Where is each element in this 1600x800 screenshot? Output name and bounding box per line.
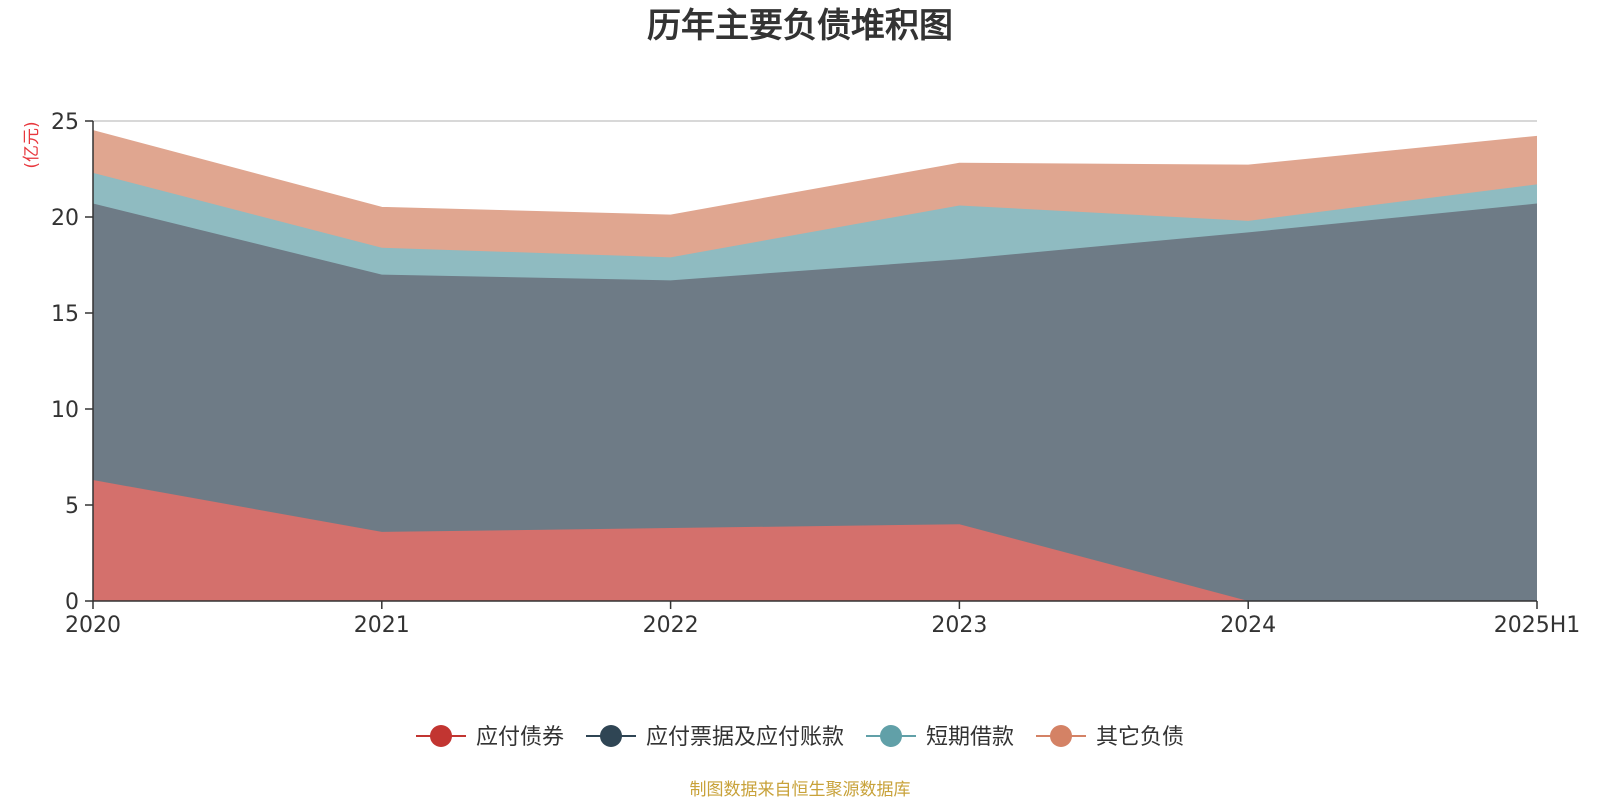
data-source-note: 制图数据来自恒生聚源数据库 [690,780,911,800]
legend-circle-marker [430,725,452,747]
legend-item-0[interactable]: 应付债券 [416,725,564,750]
area-series-edge-3 [92,130,1538,216]
x-tick-label-2020: 2020 [65,613,121,638]
x-tick-label-2022: 2022 [643,613,699,638]
x-tick-label-2021: 2021 [354,613,410,638]
legend-item-2[interactable]: 短期借款 [866,725,1014,750]
area-series-2 [93,172,1537,281]
area-series-3 [93,130,1537,258]
y-tick-label-20: 20 [51,206,79,231]
x-tick-label-2025H1: 2025H1 [1494,613,1581,638]
legend-label: 其它负债 [1096,725,1184,750]
legend-circle-marker [880,725,902,747]
legend-label: 短期借款 [926,725,1014,750]
y-tick-label-5: 5 [65,494,79,519]
legend-item-1[interactable]: 应付票据及应付账款 [586,725,844,750]
chart-title: 历年主要负债堆积图 [647,6,953,46]
y-tick-label-15: 15 [51,302,79,327]
y-tick-label-10: 10 [51,398,79,423]
legend-item-3[interactable]: 其它负债 [1036,725,1184,750]
y-tick-label-0: 0 [65,590,79,615]
axes: 0 5 10 15 20 25 2020 2021 2022 2023 2024 2025H1 [51,110,1580,638]
legend[interactable]: 应付债券 应付票据及应付账款 短期借款 其它负债 [416,725,1184,750]
area-series-1 [93,203,1537,601]
x-tick-label-2023: 2023 [931,613,987,638]
y-axis-unit-label: (亿元) [22,121,42,168]
area-series-0 [93,480,1537,601]
y-tick-label-25: 25 [51,110,79,135]
legend-circle-marker [1050,725,1072,747]
area-series [92,130,1538,602]
legend-label: 应付债券 [476,725,564,750]
legend-label: 应付票据及应付账款 [646,725,844,750]
x-tick-label-2024: 2024 [1220,613,1276,638]
legend-circle-marker [600,725,622,747]
